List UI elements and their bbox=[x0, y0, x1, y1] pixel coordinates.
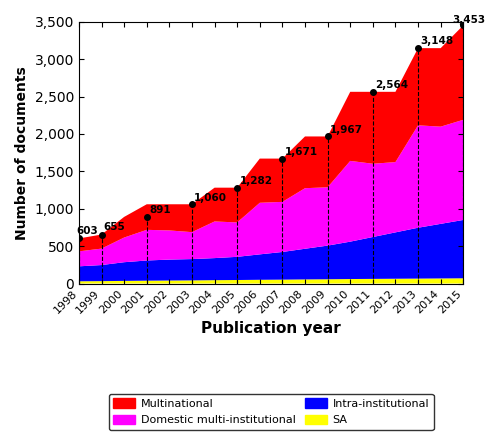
Text: 891: 891 bbox=[149, 205, 171, 215]
Legend: Multinational, Domestic multi-institutional, Intra-institutional, SA: Multinational, Domestic multi-institutio… bbox=[108, 394, 434, 430]
Text: 2,564: 2,564 bbox=[375, 80, 408, 90]
Text: 1,282: 1,282 bbox=[240, 176, 272, 186]
Text: 3,148: 3,148 bbox=[420, 36, 454, 47]
Text: 603: 603 bbox=[76, 226, 98, 236]
Text: 1,671: 1,671 bbox=[284, 147, 318, 157]
Text: 1,967: 1,967 bbox=[330, 125, 363, 135]
X-axis label: Publication year: Publication year bbox=[201, 321, 341, 336]
Text: 655: 655 bbox=[104, 222, 126, 233]
Text: 3,453: 3,453 bbox=[452, 15, 485, 25]
Y-axis label: Number of documents: Number of documents bbox=[15, 66, 29, 240]
Text: 1,060: 1,060 bbox=[194, 193, 227, 202]
